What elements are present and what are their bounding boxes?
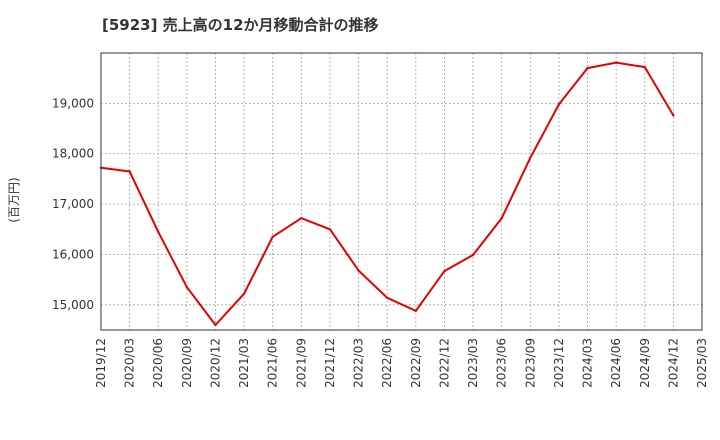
- x-tick-label: 2022/06: [380, 338, 394, 388]
- x-axis-ticks: 2019/12 2020/03 2020/06 2020/09 2020/12 2021/…: [94, 338, 709, 388]
- x-tick-label: 2024/12: [666, 338, 680, 388]
- x-tick-label: 2020/12: [208, 338, 222, 388]
- data-point: [414, 309, 418, 313]
- plot-frame: [100, 52, 703, 331]
- x-tick-label: 2023/03: [466, 338, 480, 388]
- data-point: [128, 170, 131, 173]
- series-group: [99, 61, 675, 327]
- x-tick-label: 2019/12: [94, 338, 108, 388]
- data-point: [157, 230, 160, 233]
- x-tick-label: 2023/06: [495, 338, 509, 388]
- data-point: [242, 292, 246, 295]
- y-tick-label: 19,000: [52, 96, 94, 110]
- gridlines: [101, 53, 702, 330]
- x-tick-label: 2020/09: [180, 338, 194, 388]
- data-point: [643, 65, 646, 69]
- data-point: [471, 253, 475, 257]
- x-tick-label: 2022/09: [409, 338, 423, 388]
- x-tick-label: 2021/03: [237, 338, 251, 388]
- data-point: [672, 114, 675, 117]
- x-tick-label: 2022/12: [437, 338, 451, 388]
- y-tick-label: 16,000: [52, 247, 94, 261]
- chart-title: [5923] 売上高の12か月移動合計の推移: [102, 16, 379, 34]
- x-tick-label: 2020/06: [151, 338, 165, 388]
- data-point: [385, 296, 389, 299]
- y-tick-label: 15,000: [52, 298, 94, 312]
- data-point: [529, 156, 532, 159]
- x-tick-label: 2021/12: [323, 338, 337, 388]
- data-point: [185, 285, 189, 289]
- data-point: [357, 269, 360, 272]
- data-point: [328, 228, 332, 231]
- data-point: [300, 216, 303, 220]
- x-tick-label: 2020/03: [123, 338, 137, 388]
- data-point: [271, 235, 274, 239]
- y-axis-label: (百万円): [7, 177, 21, 222]
- data-point: [586, 66, 589, 70]
- data-point: [214, 323, 217, 327]
- data-point: [500, 216, 503, 220]
- plot-area: [101, 53, 702, 330]
- y-tick-label: 18,000: [52, 147, 94, 161]
- data-point: [614, 61, 618, 64]
- x-tick-label: 2024/03: [581, 338, 595, 388]
- y-tick-label: 17,000: [52, 197, 94, 211]
- x-tick-label: 2023/12: [552, 338, 566, 388]
- x-tick-label: 2021/06: [266, 338, 280, 388]
- x-tick-label: 2024/09: [638, 338, 652, 388]
- x-tick-label: 2024/06: [609, 338, 623, 388]
- x-tick-label: 2022/03: [352, 338, 366, 388]
- x-tick-label: 2025/03: [695, 338, 709, 388]
- x-tick-label: 2023/09: [523, 338, 537, 388]
- y-axis-ticks: 15,000 16,000 17,000 18,000 19,000: [52, 96, 94, 311]
- data-point: [443, 269, 446, 273]
- data-point: [557, 103, 561, 106]
- x-tick-label: 2021/09: [294, 338, 308, 388]
